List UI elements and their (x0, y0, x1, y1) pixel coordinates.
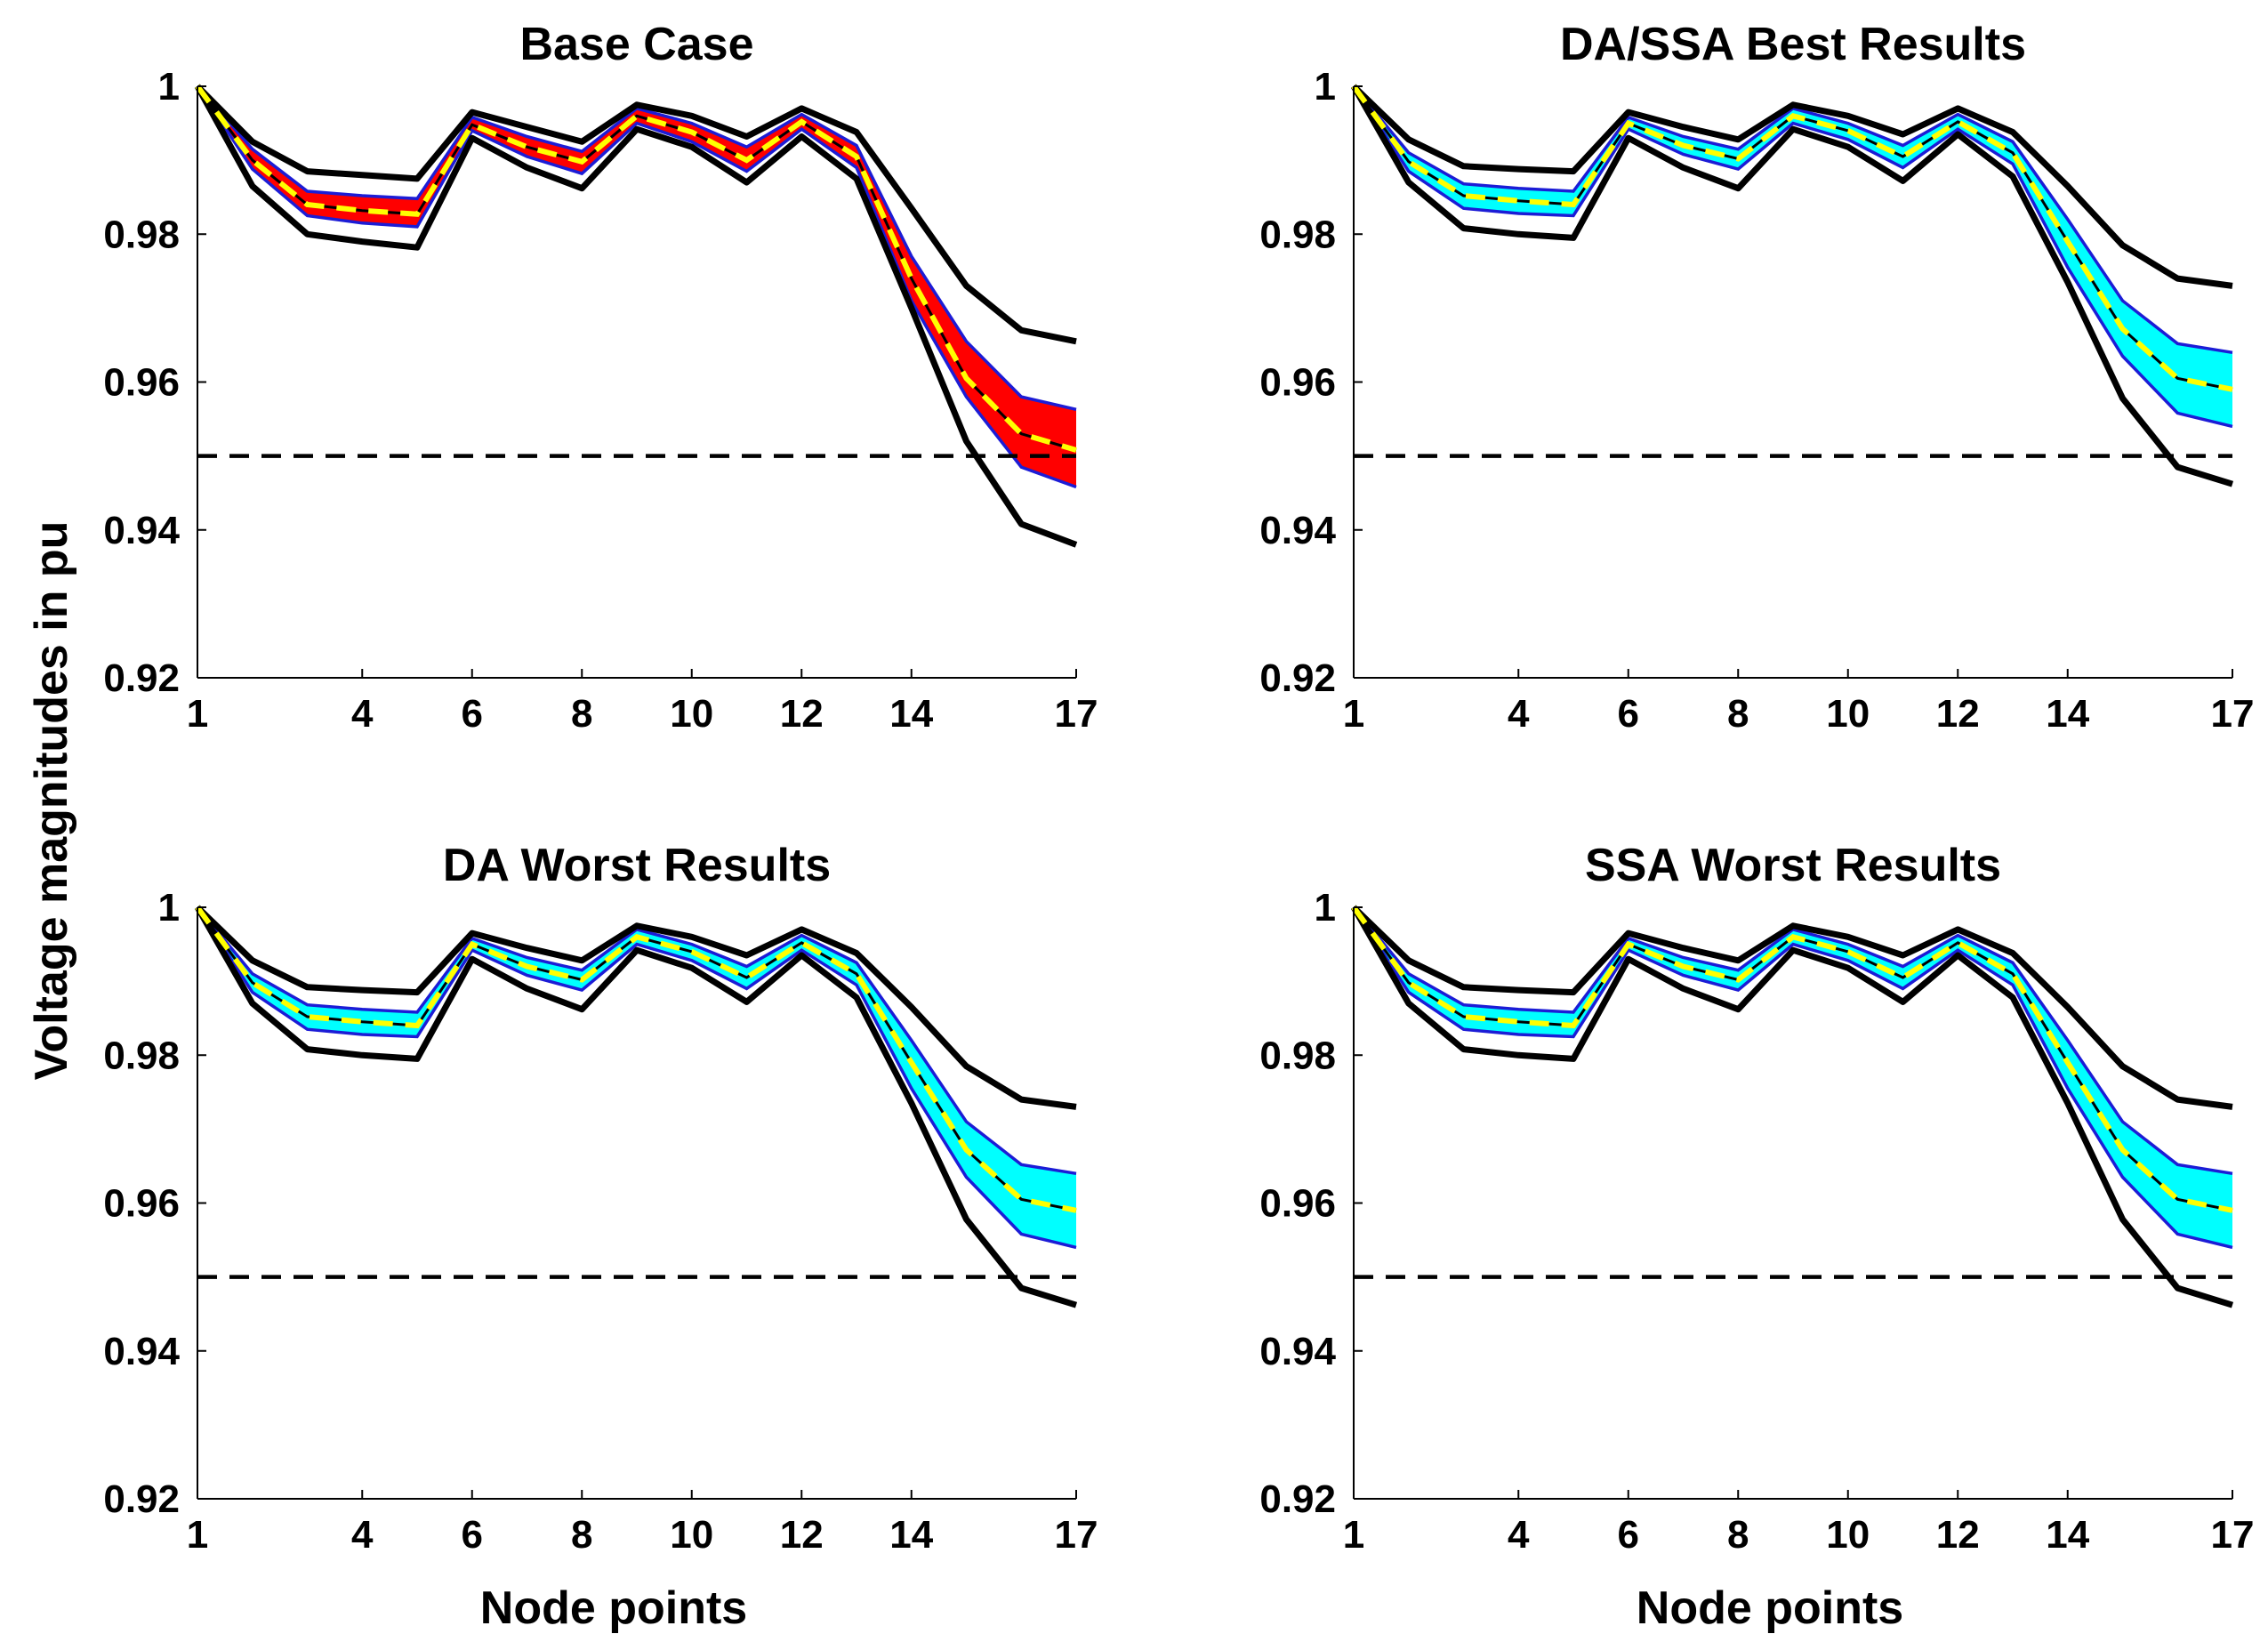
envelope-upper-line (195, 84, 1077, 345)
panel-title: DA/SSA Best Results (1560, 19, 2026, 70)
y-tick-label: 0.98 (103, 213, 180, 256)
x-axis-label-left: Node points (480, 1582, 747, 1634)
band-lower-line (196, 85, 1077, 489)
panel-title: Base Case (519, 19, 753, 70)
mean-line-dashes (195, 905, 1077, 1213)
x-tick-label: 4 (351, 692, 374, 736)
x-tick-label: 17 (2211, 692, 2255, 736)
x-tick-label: 1 (1343, 1513, 1364, 1557)
x-tick-label: 6 (462, 692, 483, 736)
x-tick-label: 4 (351, 1513, 374, 1557)
x-tick-label: 17 (1055, 1513, 1098, 1557)
y-tick-label: 0.94 (1259, 509, 1336, 552)
band-fill (1354, 907, 2232, 1248)
x-tick-label: 10 (670, 1513, 713, 1557)
y-tick-label: 0.94 (103, 1330, 180, 1373)
y-tick-label: 0.96 (103, 361, 180, 405)
x-tick-label: 12 (780, 692, 824, 736)
y-tick-label: 0.92 (103, 656, 180, 700)
mean-line-dashes (1351, 905, 2233, 1213)
envelope-upper-line (1351, 84, 2233, 289)
x-tick-label: 6 (1618, 692, 1639, 736)
x-tick-label: 4 (1508, 692, 1530, 736)
x-tick-label: 6 (462, 1513, 483, 1557)
x-tick-label: 6 (1618, 1513, 1639, 1557)
y-tick-label: 0.96 (103, 1182, 180, 1226)
envelope-lower-line (1350, 905, 2234, 1308)
mean-line-dashes (195, 85, 1077, 453)
x-tick-label: 14 (2046, 692, 2089, 736)
y-tick-label: 0.92 (1259, 656, 1336, 700)
y-tick-label: 0.94 (1259, 1330, 1336, 1373)
band-lower-line (1352, 85, 2233, 429)
y-tick-label: 0.92 (1259, 1477, 1336, 1521)
y-tick-label: 1 (158, 886, 180, 930)
y-tick-label: 0.98 (103, 1034, 180, 1077)
x-tick-label: 12 (1936, 1513, 1980, 1557)
x-tick-label: 8 (1727, 692, 1749, 736)
envelope-lower-line (194, 85, 1078, 548)
x-tick-label: 1 (187, 1513, 208, 1557)
x-tick-label: 8 (571, 1513, 592, 1557)
y-tick-label: 0.92 (103, 1477, 180, 1521)
envelope-upper-line (1351, 905, 2233, 1110)
envelope-lower-line (1350, 85, 2234, 487)
y-tick-label: 0.98 (1259, 1034, 1336, 1077)
x-tick-label: 8 (571, 692, 592, 736)
y-axis-label: Voltage magnitudes in pu (26, 521, 77, 1081)
x-tick-label: 10 (1826, 1513, 1870, 1557)
x-tick-label: 14 (889, 1513, 933, 1557)
x-tick-label: 12 (780, 1513, 824, 1557)
y-tick-label: 1 (1315, 886, 1336, 930)
panel-title: DA Worst Results (443, 840, 831, 891)
x-tick-label: 10 (670, 692, 713, 736)
x-tick-label: 8 (1727, 1513, 1749, 1557)
envelope-lower-line (194, 905, 1078, 1308)
x-tick-label: 12 (1936, 692, 1980, 736)
y-tick-label: 1 (1315, 65, 1336, 109)
band-fill (1354, 86, 2232, 427)
x-tick-label: 1 (1343, 692, 1364, 736)
x-tick-label: 1 (187, 692, 208, 736)
envelope-upper-line (195, 905, 1077, 1110)
band-fill (197, 86, 1076, 487)
band-lower-line (196, 906, 1077, 1250)
x-tick-label: 10 (1826, 692, 1870, 736)
y-tick-label: 1 (158, 65, 180, 109)
x-tick-label: 14 (2046, 1513, 2089, 1557)
y-tick-label: 0.96 (1259, 361, 1336, 405)
x-tick-label: 17 (1055, 692, 1098, 736)
x-tick-label: 17 (2211, 1513, 2255, 1557)
y-tick-label: 0.98 (1259, 213, 1336, 256)
band-fill (197, 907, 1076, 1248)
mean-line-dashes (1351, 85, 2233, 392)
x-tick-label: 14 (889, 692, 933, 736)
panel-title: SSA Worst Results (1585, 840, 2001, 891)
x-axis-label-right: Node points (1637, 1582, 1903, 1634)
band-lower-line (1352, 906, 2233, 1250)
y-tick-label: 0.94 (103, 509, 180, 552)
x-tick-label: 4 (1508, 1513, 1530, 1557)
y-tick-label: 0.96 (1259, 1182, 1336, 1226)
